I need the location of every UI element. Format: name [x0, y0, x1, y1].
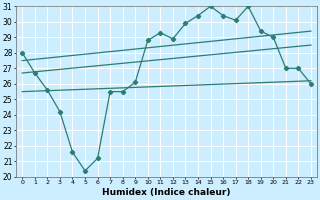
- X-axis label: Humidex (Indice chaleur): Humidex (Indice chaleur): [102, 188, 231, 197]
